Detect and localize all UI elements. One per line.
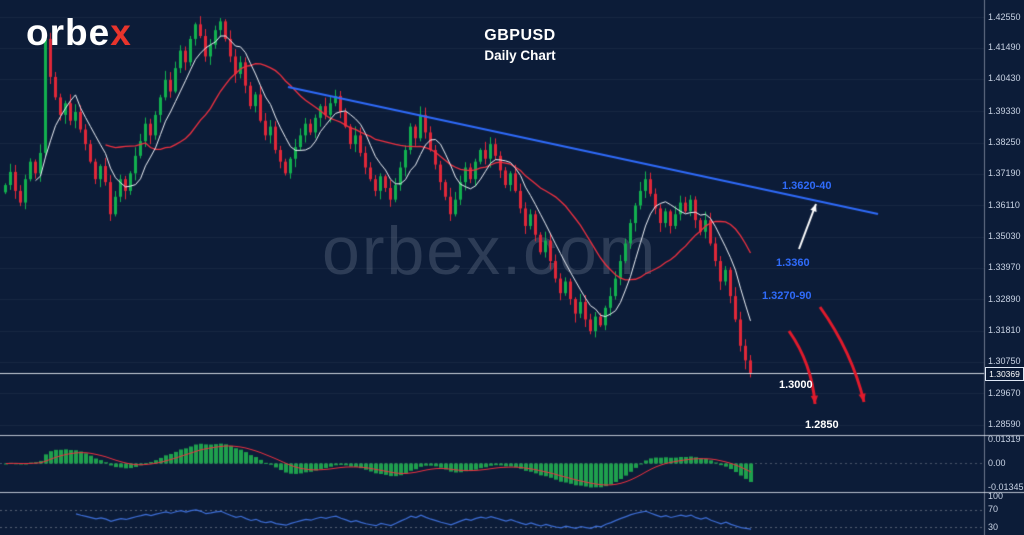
price-level-label: 1.3270-90 xyxy=(762,290,812,302)
price-axis-label: 1.33970 xyxy=(988,262,1021,273)
price-axis-label: 1.28590 xyxy=(988,419,1021,430)
symbol-title: GBPUSD xyxy=(484,27,556,44)
price-level-label: 1.3620-40 xyxy=(782,180,832,192)
price-axis-label: 1.39330 xyxy=(988,105,1021,116)
macd-axis-label: 0.01319 xyxy=(988,434,1021,445)
chart-title: GBPUSD Daily Chart xyxy=(360,27,680,63)
price-axis-label: 1.38250 xyxy=(988,137,1021,148)
price-axis-label: 1.36110 xyxy=(988,199,1020,210)
price-level-label: 1.3360 xyxy=(776,257,810,269)
price-axis-label: 1.30750 xyxy=(988,356,1021,367)
logo-x-letter: x xyxy=(110,12,132,53)
logo-text: orbe xyxy=(26,12,111,53)
price-axis-label: 1.32890 xyxy=(988,293,1021,304)
orbex-logo: orbex xyxy=(26,12,132,54)
price-axis-label: 1.41490 xyxy=(988,42,1021,53)
macd-axis-label: -0.01345 xyxy=(988,482,1024,493)
price-axis-label: 1.31810 xyxy=(988,325,1021,336)
rsi-axis-label: 70 xyxy=(988,504,999,515)
price-axis-label: 1.35030 xyxy=(988,231,1021,242)
price-axis-label: 1.29670 xyxy=(988,387,1021,398)
macd-axis-label: 0.00 xyxy=(988,458,1006,468)
rsi-axis-label: 100 xyxy=(988,491,1004,501)
current-price-tag: 1.30369 xyxy=(985,367,1024,381)
timeframe-subtitle: Daily Chart xyxy=(484,48,556,63)
rsi-axis-label: 30 xyxy=(988,521,999,532)
price-axis-label: 1.37190 xyxy=(988,168,1021,179)
price-level-label: 1.3000 xyxy=(779,379,813,391)
price-axis-label: 1.42550 xyxy=(988,11,1021,22)
price-level-label: 1.2850 xyxy=(805,419,839,431)
price-axis-label: 1.40430 xyxy=(988,73,1021,84)
